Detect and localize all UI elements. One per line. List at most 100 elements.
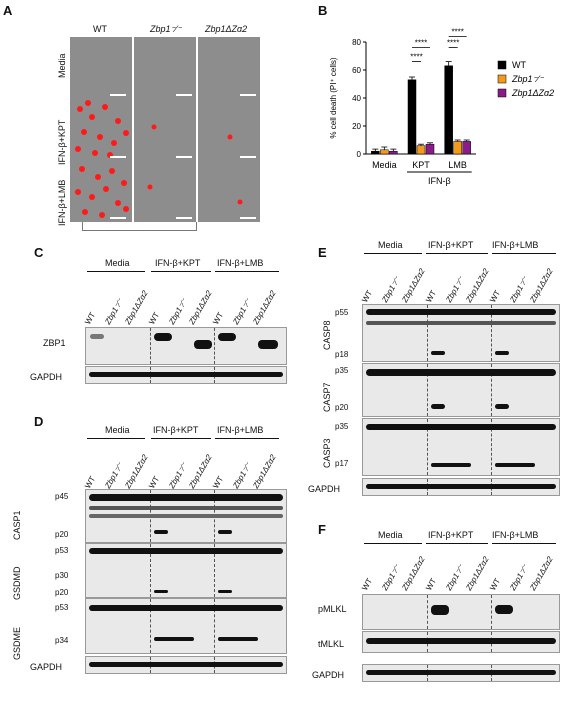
bar <box>453 141 462 155</box>
panel-f-group-headers: Media IFN-β+KPT IFN-β+LMB <box>362 530 558 550</box>
x-tick-label: Media <box>372 160 397 170</box>
casp1-label: CASP1 <box>12 510 22 540</box>
casp3-blot <box>362 418 560 476</box>
gapdh-label-c: GAPDH <box>30 372 63 382</box>
bar <box>416 145 426 155</box>
marker-p55: p55 <box>335 308 349 317</box>
marker-p45: p45 <box>55 492 69 501</box>
bar <box>407 79 417 155</box>
scale-bar <box>176 94 192 96</box>
sig-label: **** <box>410 53 422 62</box>
panel-c-lane-labels: WT Zbp1⁻⁄⁻ Zbp1ΔZα2 WT Zbp1⁻⁄⁻ Zbp1ΔZα2 … <box>83 289 278 326</box>
gsdme-label: GSDME <box>12 626 22 660</box>
scale-bar <box>110 156 126 158</box>
group-lmb: IFN-β+LMB <box>217 258 264 268</box>
panel-f-letter: F <box>318 522 326 537</box>
panel-d-group-headers: Media IFN-β+KPT IFN-β+LMB <box>85 425 285 445</box>
group-media: Media <box>105 258 130 268</box>
y-tick-label: 20 <box>352 122 361 131</box>
cell-death-bar-chart: 0 20 40 60 80 % cell death (PI⁺ cells) Media KP… <box>329 27 554 186</box>
group-kpt: IFN-β+KPT <box>155 258 201 268</box>
micro-lmb-ko <box>134 161 196 222</box>
legend-swatch <box>497 74 507 84</box>
tmlkl-label: tMLKL <box>318 639 345 649</box>
bar <box>371 150 380 155</box>
panel-e-lane-labels: WT Zbp1⁻⁄⁻ Zbp1ΔZα2 WT Zbp1⁻⁄⁻ Zbp1ΔZα2 … <box>360 267 555 304</box>
y-tick-label: 40 <box>352 94 361 103</box>
casp1-blot <box>85 489 287 543</box>
sig-label: **** <box>451 27 463 36</box>
marker-p20: p20 <box>335 403 349 412</box>
marker-p34: p34 <box>55 636 69 645</box>
micro-lmb-dza <box>198 161 260 222</box>
marker-p30: p30 <box>55 571 69 580</box>
col-label-wt: WT <box>93 24 107 34</box>
sig-label: **** <box>415 39 427 48</box>
casp8-blot <box>362 304 560 362</box>
marker-p20: p20 <box>55 530 69 539</box>
gapdh-label-e: GAPDH <box>308 484 341 494</box>
panel-f-lane-labels: WT Zbp1⁻⁄⁻ Zbp1ΔZα2 WT Zbp1⁻⁄⁻ Zbp1ΔZα2 … <box>360 555 555 592</box>
panel-c-letter: C <box>34 245 44 260</box>
gapdh-label-f: GAPDH <box>312 670 345 680</box>
gsdme-blot <box>85 598 287 654</box>
panel-b-letter: B <box>318 3 328 18</box>
marker-p35: p35 <box>335 422 349 431</box>
scale-bar <box>240 217 256 219</box>
y-tick-label: 80 <box>352 38 361 47</box>
bar <box>425 143 435 155</box>
inset-bracket <box>82 222 197 231</box>
microscopy-grid <box>70 37 260 222</box>
y-tick-label: 0 <box>357 150 362 159</box>
casp3-label: CASP3 <box>322 438 332 468</box>
scale-bar <box>110 217 126 219</box>
micro-kpt-ko <box>134 99 196 161</box>
panel-e-letter: E <box>318 245 327 260</box>
micro-kpt-dza <box>198 99 260 161</box>
scale-bar <box>240 156 256 158</box>
legend-swatch <box>497 88 507 98</box>
panel-d-letter: D <box>34 414 44 429</box>
scale-bar <box>176 217 192 219</box>
zbp1-blot <box>85 327 287 365</box>
tmlkl-blot <box>362 631 560 653</box>
x-tick-label: KPT <box>412 160 430 170</box>
zbp1-label: ZBP1 <box>43 338 66 348</box>
gsdmd-label: GSDMD <box>12 566 22 601</box>
scale-bar <box>240 94 256 96</box>
row-label-media: Media <box>57 53 67 78</box>
gapdh-blot-c <box>85 366 287 384</box>
scale-bar <box>110 94 126 96</box>
scale-bar <box>176 156 192 158</box>
casp7-blot <box>362 363 560 417</box>
bar <box>380 149 389 155</box>
row-label-lmb: IFN-β+LMB <box>57 179 67 226</box>
casp7-label: CASP7 <box>322 382 332 412</box>
bar <box>444 65 453 155</box>
gapdh-label-d: GAPDH <box>30 662 63 672</box>
casp8-label: CASP8 <box>322 320 332 350</box>
sig-label: **** <box>447 39 459 48</box>
col-label-dza: Zbp1ΔZα2 <box>205 24 248 34</box>
row-label-kpt: IFN-β+KPT <box>57 119 67 165</box>
micro-media-ko <box>134 37 196 99</box>
marker-p35: p35 <box>335 366 349 375</box>
marker-p17: p17 <box>335 459 349 468</box>
micro-media-dza <box>198 37 260 99</box>
legend-label: Zbp1ΔZα2 <box>511 88 554 98</box>
y-tick-label: 60 <box>352 66 361 75</box>
marker-p53: p53 <box>55 546 69 555</box>
y-axis-label: % cell death (PI⁺ cells) <box>329 57 338 138</box>
pi-positive-cells <box>75 100 243 218</box>
panel-c-group-headers: Media IFN-β+KPT IFN-β+LMB <box>85 258 285 278</box>
panel-d-lane-labels: WT Zbp1⁻⁄⁻ Zbp1ΔZα2 WT Zbp1⁻⁄⁻ Zbp1ΔZα2 … <box>83 453 278 490</box>
pmlkl-label: pMLKL <box>318 604 347 614</box>
legend-label: Zbp1⁻⁄⁻ <box>511 74 545 84</box>
col-label-ko: Zbp1⁻⁄⁻ <box>150 24 182 34</box>
gapdh-blot-e <box>362 478 560 496</box>
bar <box>462 141 471 155</box>
gapdh-blot-f <box>362 664 560 682</box>
legend-label: WT <box>512 60 526 70</box>
panel-a-letter: A <box>3 3 13 18</box>
marker-p18: p18 <box>335 350 349 359</box>
